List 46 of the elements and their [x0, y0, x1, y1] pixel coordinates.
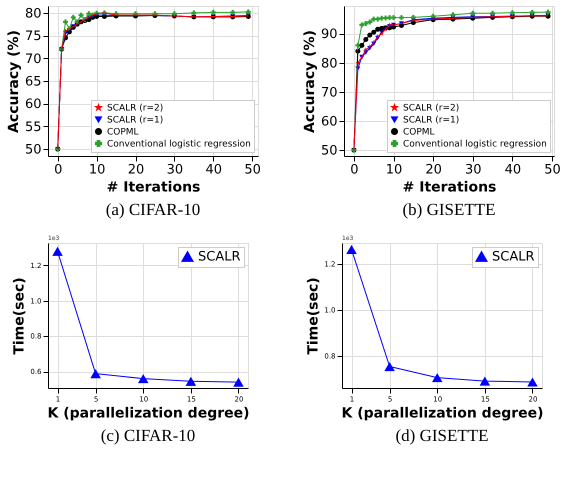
x-tick-label: 10	[88, 162, 106, 178]
x-axis-title: K (parallelization degree)	[47, 406, 250, 422]
text: (d) GISETTE	[395, 426, 489, 445]
x-tick-label: 20	[128, 162, 144, 178]
y-tick-label: 80	[320, 56, 338, 72]
y-axis-title: Accuracy (%)	[302, 30, 318, 133]
y-tick-label: 65	[24, 74, 42, 90]
legend-label: SCALR	[198, 250, 240, 264]
legend-label: Conventional logistic regression	[107, 140, 251, 150]
x-tick-label: 20	[425, 162, 442, 178]
x-tick-label: 30	[465, 162, 482, 178]
y-axis-title: Time(sec)	[305, 277, 322, 355]
legend-label: COPML	[107, 128, 139, 138]
y-tick-label: 90	[320, 27, 338, 42]
y-tick-label: 80	[24, 6, 42, 22]
y-tick-label: 75	[24, 29, 42, 44]
x-axis-title: # Iterations	[402, 180, 496, 196]
y-axis-title: Accuracy (%)	[6, 30, 22, 133]
y-tick-label: 70	[320, 85, 338, 100]
x-tick-label: 10	[386, 162, 402, 178]
y-tick-label: 60	[320, 114, 338, 130]
text: (c) CIFAR-10	[100, 426, 196, 445]
x-tick-label: 0	[350, 162, 359, 178]
x-tick-label: 40	[504, 162, 522, 178]
x-axis-title: K (parallelization degree)	[341, 406, 544, 422]
legend-label: SCALR (r=2)	[403, 104, 460, 114]
legend-label: COPML	[403, 128, 435, 138]
legend-label: SCALR (r=2)	[107, 104, 164, 114]
legend-label: SCALR	[492, 250, 534, 264]
legend-label: SCALR (r=1)	[403, 116, 460, 126]
y-tick-label: 50	[24, 142, 42, 158]
y-axis-title: Time(sec)	[11, 277, 28, 355]
x-tick-label: 40	[206, 162, 222, 178]
y-tick-label: 60	[24, 97, 42, 112]
y-tick-label: 55	[24, 120, 42, 135]
text: (a) CIFAR-10	[106, 200, 200, 219]
x-tick-label: 50	[244, 162, 261, 178]
legend-label: Conventional logistic regression	[403, 140, 547, 150]
x-tick-label: 50	[544, 162, 561, 178]
y-tick-label: 70	[24, 52, 42, 67]
x-tick-label: 0	[54, 162, 62, 178]
x-tick-label: 30	[166, 162, 184, 178]
text: (b) GISETTE	[402, 200, 496, 219]
y-tick-label: 50	[320, 144, 338, 159]
x-axis-title: # Iterations	[106, 180, 200, 196]
legend-label: SCALR (r=1)	[107, 116, 164, 126]
